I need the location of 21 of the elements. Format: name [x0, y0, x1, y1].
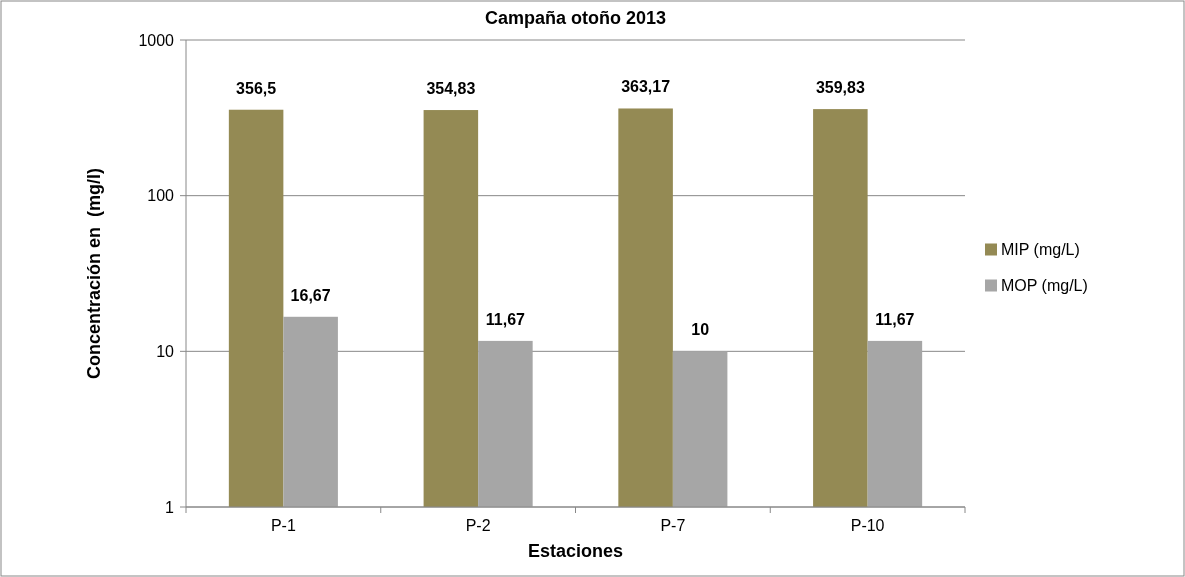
- data-label: 359,83: [815, 79, 865, 97]
- x-axis-title: Estaciones: [527, 541, 624, 561]
- x-tick-label: P-7: [660, 517, 686, 534]
- x-tick-label: P-1: [270, 517, 296, 534]
- x-tick-label: P-10: [850, 517, 885, 534]
- y-tick-label: 1: [165, 498, 175, 516]
- chart-title: Campaña otoño 2013: [484, 8, 667, 28]
- legend-label: MIP (mg/L): [1001, 241, 1080, 259]
- y-tick-label: 10: [156, 342, 175, 360]
- data-label: 10: [691, 321, 710, 339]
- data-label: 363,17: [621, 78, 671, 96]
- data-label: 11,67: [485, 310, 526, 328]
- data-label: 354,83: [426, 80, 476, 98]
- data-label: 16,67: [290, 286, 331, 304]
- data-label: 11,67: [875, 310, 915, 328]
- x-tick-label: P-2: [465, 517, 491, 534]
- data-label: 356,5: [236, 79, 277, 97]
- y-tick-label: 100: [147, 187, 175, 205]
- y-axis-title: Concentración en (mg/l): [84, 167, 104, 380]
- y-tick-label: 1000: [138, 31, 175, 49]
- legend-label: MOP (mg/L): [1001, 277, 1088, 295]
